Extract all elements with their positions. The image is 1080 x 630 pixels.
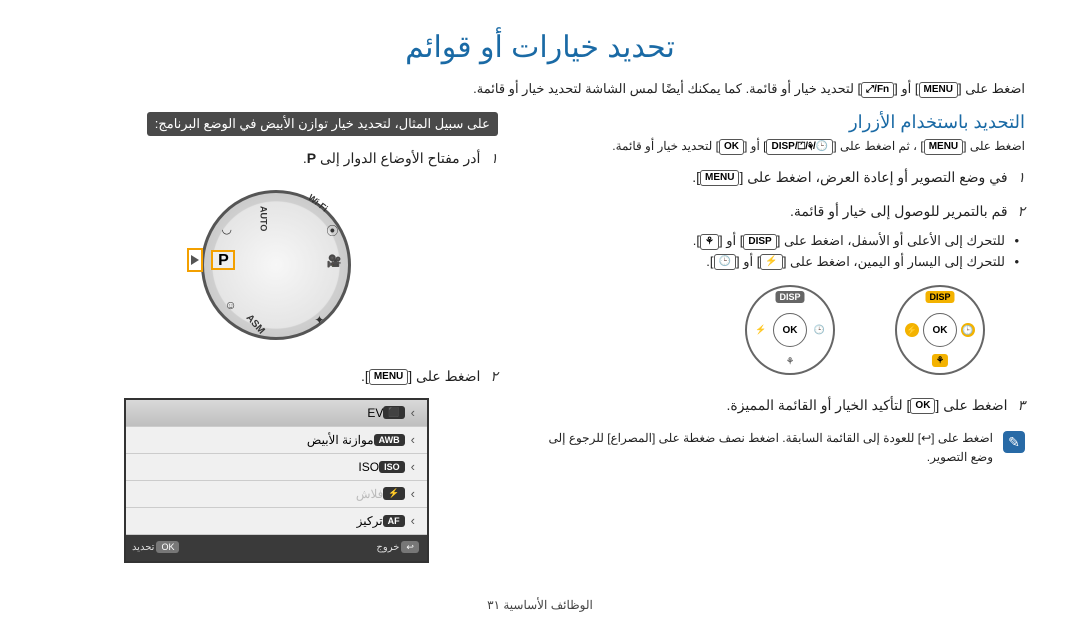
left-column: على سبيل المثال، لتحديد خيار توازن الأبي… (55, 112, 498, 563)
section-title: التحديد باستخدام الأزرار (538, 112, 1025, 133)
num-1: ١ (1017, 171, 1025, 186)
num-3: ٣ (1017, 399, 1025, 414)
right-column: التحديد باستخدام الأزرار اضغط على [MENU]… (538, 112, 1025, 563)
t: اضغط على (939, 397, 1007, 413)
t: أدر مفتاح الأوضاع الدوار إلى (316, 150, 480, 166)
t: للتحرك إلى الأعلى أو الأسفل، اضغط على (780, 233, 1005, 248)
dial-auto: AUTO (258, 206, 268, 231)
lcd-row[interactable]: › ⚡فلاش (126, 481, 427, 508)
p-mode-label: P (307, 150, 316, 166)
pad-timer-icon[interactable]: 🕒 (961, 323, 975, 337)
num-2: ٢ (1017, 205, 1025, 220)
lcd-row[interactable]: › ⬛EV (126, 400, 427, 427)
chevron-icon: › (411, 486, 415, 501)
lcd-exit[interactable]: ↩خروج (376, 542, 421, 553)
chevron-icon: › (411, 405, 415, 420)
combo-key: 🕒/⚘/⏍/DISP (766, 139, 833, 155)
flash-key: ⚡ (760, 254, 782, 270)
pad-disp-icon-2[interactable]: DISP (775, 291, 804, 303)
t: لتحديد خيار أو قائمة. (612, 139, 712, 153)
pad-ok-button[interactable]: OK (923, 313, 957, 347)
lcd-menu: › ⬛EV › AWBموازنة الأبيض › ISOISO › ⚡فلاش › AFترك… (124, 398, 429, 563)
fn-key: Fn/⤢ (861, 82, 894, 98)
lcd-pill: ⬛ (383, 406, 404, 419)
lcd-label: فلاش (134, 487, 383, 501)
pad-timer-icon-2[interactable]: 🕒 (814, 325, 825, 336)
ok-key: OK (719, 139, 744, 155)
num-l1: ١ (490, 152, 498, 167)
left-step-1: ١ أدر مفتاح الأوضاع الدوار إلى P. (55, 146, 498, 172)
lcd-pill: AF (383, 515, 405, 527)
lcd-pill: ⚡ (383, 487, 404, 500)
timer-key: 🕒 (714, 254, 736, 270)
intro-line: اضغط على [MENU] أو [Fn/⤢] لتحديد خيار أو… (55, 81, 1025, 98)
t: اضغط على (412, 368, 480, 384)
dial-icon: 🎥 (326, 254, 341, 268)
lcd-row[interactable]: › AWBموازنة الأبيض (126, 427, 427, 454)
step-2: ٢ قم بالتمرير للوصول إلى خيار أو قائمة. (538, 199, 1025, 225)
control-pad-highlight: DISP ⚘ ⚡ 🕒 OK (895, 285, 985, 375)
chevron-icon: › (411, 513, 415, 528)
mode-dial[interactable]: P AUTO ASM Wi-Fi ◡ ☺ ✦ ⦿ 🎥 (166, 182, 386, 352)
t: اضغط على (966, 139, 1025, 153)
control-pads: DISP ⚘ ⚡ 🕒 OK DISP ⚘ ⚡ 🕒 OK (538, 285, 985, 375)
lcd-pill: ISO (379, 461, 405, 473)
dial-icon: ◡ (221, 222, 231, 236)
page-title: تحديد خيارات أو قوائم (55, 30, 1025, 65)
page-footer: الوظائف الأساسية ٣١ (0, 598, 1080, 612)
lcd-pill: AWB (374, 434, 405, 446)
lcd-label: ISO (134, 460, 379, 474)
control-pad-plain: DISP ⚘ ⚡ 🕒 OK (745, 285, 835, 375)
t: لتأكيد الخيار أو القائمة المميزة. (726, 397, 902, 413)
left-step-2: ٢ اضغط على [MENU]. (55, 364, 498, 390)
t: أو (740, 254, 754, 269)
menu-key-3: MENU (700, 170, 739, 186)
num-l2: ٢ (490, 370, 498, 385)
t: أو (747, 139, 759, 153)
ok-key-2: OK (910, 398, 935, 414)
lcd-select[interactable]: OKتحديد (132, 542, 182, 553)
dial-icon: ✦ (314, 313, 324, 327)
lcd-label: موازنة الأبيض (134, 433, 374, 447)
lcd-label: EV (134, 406, 383, 420)
chevron-icon: › (411, 432, 415, 447)
chevron-icon: › (411, 459, 415, 474)
lcd-label: تركيز (134, 514, 383, 528)
t: أو (898, 81, 912, 96)
flower-key: ⚘ (700, 234, 719, 250)
menu-key: MENU (919, 82, 958, 98)
lcd-row[interactable]: › AFتركيز (126, 508, 427, 535)
t: أو (723, 233, 737, 248)
info-icon: ✎ (1003, 431, 1025, 453)
tip-text: اضغط على [↩] للعودة إلى القائمة السابقة.… (538, 429, 993, 467)
t: للتحرك إلى اليسار أو اليمين، اضغط على (786, 254, 1005, 269)
lcd-footer: ↩خروج OKتحديد (126, 535, 427, 561)
menu-key-2: MENU (924, 139, 963, 155)
menu-key-4: MENU (369, 369, 408, 385)
dial-p-highlight: P (211, 250, 235, 270)
dial-pointer (187, 248, 203, 272)
pad-flash-icon-2[interactable]: ⚡ (755, 325, 766, 336)
step-1: ١ في وضع التصوير أو إعادة العرض، اضغط عل… (538, 165, 1025, 191)
pad-flash-icon[interactable]: ⚡ (905, 323, 919, 337)
pad-flower-icon-2[interactable]: ⚘ (786, 356, 794, 367)
example-banner: على سبيل المثال، لتحديد خيار توازن الأبي… (147, 112, 498, 136)
step-3: ٣ اضغط على [OK] لتأكيد الخيار أو القائمة… (538, 393, 1025, 419)
bullet-1: للتحرك إلى الأعلى أو الأسفل، اضغط على [D… (538, 233, 1005, 250)
lcd-row[interactable]: › ISOISO (126, 454, 427, 481)
t: قم بالتمرير للوصول إلى خيار أو قائمة. (790, 203, 1008, 219)
tip-box: ✎ اضغط على [↩] للعودة إلى القائمة السابق… (538, 427, 1025, 469)
t: اضغط على (962, 81, 1025, 96)
pad-flower-icon[interactable]: ⚘ (932, 354, 948, 367)
disp-key: DISP (743, 234, 776, 250)
small-note: اضغط على [MENU] ، ثم اضغط على [🕒/⚘/⏍/DIS… (538, 139, 1025, 155)
pad-ok-button-2[interactable]: OK (773, 313, 807, 347)
dial-icon: ⦿ (326, 222, 338, 239)
bullet-2: للتحرك إلى اليسار أو اليمين، اضغط على [⚡… (538, 254, 1005, 271)
pad-disp-icon[interactable]: DISP (925, 291, 954, 303)
t: ، ثم اضغط على (837, 139, 917, 153)
t: لتحديد خيار أو قائمة. كما يمكنك أيضًا لم… (473, 81, 854, 96)
t: في وضع التصوير أو إعادة العرض، اضغط على (743, 169, 1007, 185)
dial-icon: ☺ (224, 298, 236, 312)
